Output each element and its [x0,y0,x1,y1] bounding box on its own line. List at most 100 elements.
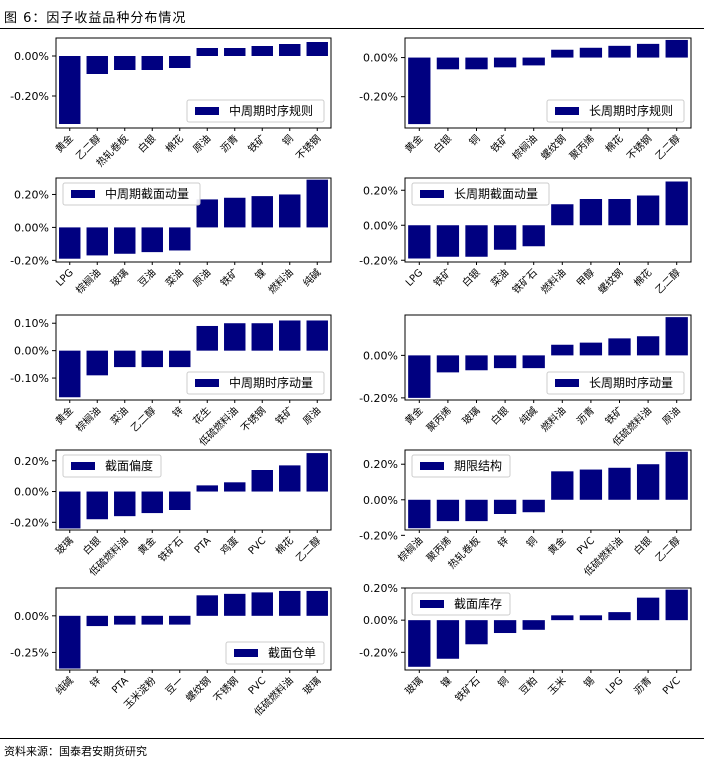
x-tick-label: 玻璃 [300,674,323,697]
x-tick-label: 铁矿 [431,266,454,289]
x-tick-label: 螺纹钢 [183,674,213,704]
x-tick-label: 白银 [488,404,511,427]
bar [608,338,631,356]
bar [408,355,431,398]
legend-swatch [420,462,444,470]
bar [665,589,688,621]
x-tick-label: 燃料油 [538,266,568,296]
bar [665,39,688,58]
x-tick-label: 铜 [280,133,296,149]
bar [522,355,545,369]
x-tick-label: 棉花 [273,534,296,557]
x-tick-label: 燃料油 [265,266,295,296]
bar [251,592,273,616]
y-tick-label: -0.20% [359,91,398,104]
x-tick-label: 玻璃 [402,674,425,697]
y-tick-label: 0.00% [14,345,49,358]
bar [86,56,108,74]
x-tick-label: 菜油 [488,266,511,289]
chart-panel: 0.00% -0.20% 黄金 白银铜铁矿 棕榈油 螺纹钢 聚丙烯 棉花 不锈钢 乙二醇 长周期时序… [359,37,692,162]
x-tick-label: 棕榈油 [73,404,103,434]
legend-box [546,371,685,395]
x-tick-label: 纯碱 [53,674,76,697]
x-tick-label: PVC [575,535,597,557]
y-tick-label: 0.20% [14,455,49,468]
bar [436,57,460,70]
plot-frame [404,449,692,531]
y-tick-label: 0.00% [363,614,398,627]
x-tick-label: 黄金 [402,404,425,427]
bar [196,48,218,56]
x-tick-label: 甲醇 [574,266,597,289]
bar [551,49,574,58]
bar [86,350,108,376]
chart-panel: 0.10%0.00%-0.10%黄金棕榈油 菜油乙二醇锌花生低硫燃料油不锈钢 铁矿原… [10,314,332,448]
bar [114,350,136,368]
x-tick-label: PTA [110,675,131,696]
x-tick-label: 沥青 [631,674,654,697]
x-tick-label: 聚丙烯 [424,404,454,434]
x-tick-label: 花生 [190,404,213,427]
x-tick-label: 乙二醇 [128,404,158,434]
x-tick-label: 螺纹钢 [595,266,625,296]
bar [86,491,108,520]
x-tick-label: 黄金 [545,534,568,557]
x-tick-label: 白银 [80,534,103,557]
bar [306,320,328,351]
bar [408,57,431,125]
bar [579,469,603,500]
top-rule [0,28,704,29]
bar [114,615,136,625]
bar [579,342,603,356]
bar [522,225,545,247]
bar [224,197,246,228]
x-tick-label: 棕榈油 [73,266,103,296]
bar [141,56,163,70]
y-tick-label: 0.20% [363,184,398,197]
bar [551,615,574,621]
bar [579,47,603,58]
bar [224,48,246,56]
bottom-rule [0,738,704,739]
y-tick-label: -0.20% [359,392,398,405]
bar [279,44,301,56]
x-tick-label: 沥青 [218,132,241,155]
x-tick-label: 玻璃 [108,266,131,289]
y-tick-label: -0.20% [359,646,398,659]
legend: 中周期截面动量 [62,182,201,206]
bar [141,615,163,625]
legend-box [62,182,201,206]
bar [636,43,660,58]
legend-box [411,182,550,206]
bar [114,227,136,254]
legend-swatch [420,600,444,608]
legend-swatch [234,649,258,657]
bar [306,453,328,492]
legend-label: 中周期截面动量 [105,186,189,201]
bar [114,491,136,517]
x-tick-label: 玻璃 [53,534,76,557]
bar [169,56,191,68]
legend-swatch [195,379,219,387]
x-tick-label: LPG [604,675,625,696]
bar [579,615,603,621]
x-tick-label: 热轧卷板 [445,534,482,571]
legend-box [186,371,325,395]
x-tick-label: 棉花 [163,132,186,155]
x-tick-label: 燃料油 [538,404,568,434]
legend-box [546,99,685,123]
legend-swatch [555,107,579,115]
bar [59,56,81,124]
plot-frame [404,587,692,671]
y-tick-label: 0.00% [14,221,49,234]
bar [279,320,301,351]
bar [408,499,431,529]
plot-frame [404,314,692,401]
x-tick-label: 铜 [467,133,483,149]
y-tick-label: 0.20% [363,458,398,471]
x-tick-label: 铁矿 [602,404,625,427]
y-tick-label: -0.20% [10,254,49,267]
legend-label: 长周期时序规则 [589,103,673,118]
bar [551,204,574,226]
